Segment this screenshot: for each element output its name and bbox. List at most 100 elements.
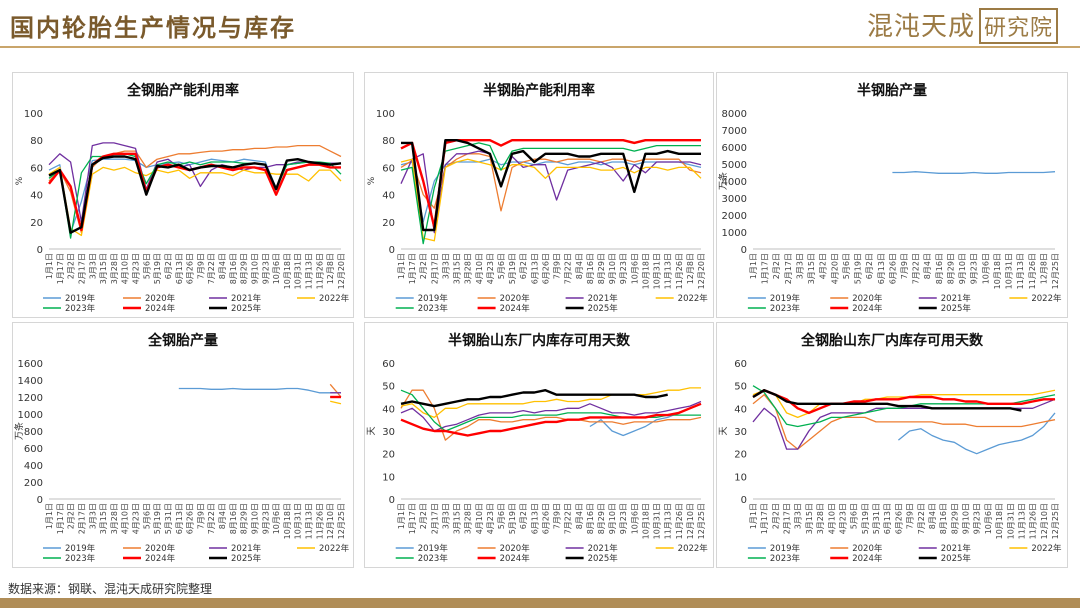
y-tick-label: 400 bbox=[24, 461, 43, 472]
legend-label: 2020年 bbox=[145, 543, 176, 554]
legend-label: 2019年 bbox=[418, 293, 449, 304]
x-tick-label: 6月26日 bbox=[541, 253, 550, 284]
y-tick-label: 2000 bbox=[722, 211, 747, 222]
x-tick-label: 3月15日 bbox=[453, 503, 462, 534]
x-tick-label: 3月15日 bbox=[453, 253, 462, 284]
x-tick-label: 10月18日 bbox=[641, 503, 650, 539]
x-tick-label: 10月6日 bbox=[981, 253, 990, 284]
x-tick-label: 3月28日 bbox=[110, 253, 119, 284]
x-tick-label: 5月6日 bbox=[497, 253, 506, 279]
x-tick-label: 12月25日 bbox=[697, 503, 706, 539]
x-tick-label: 3月3日 bbox=[88, 253, 97, 279]
x-tick-label: 5月19日 bbox=[854, 253, 863, 284]
series-line bbox=[178, 387, 341, 394]
chart-title: 全钢胎山东厂内库存可用天数 bbox=[800, 332, 984, 349]
y-tick-label: 0 bbox=[37, 495, 43, 506]
x-tick-label: 2月17日 bbox=[783, 503, 792, 534]
x-tick-label: 11月26日 bbox=[1029, 503, 1038, 539]
x-tick-label: 11月26日 bbox=[315, 253, 324, 289]
legend-label: 2019年 bbox=[65, 543, 96, 554]
x-tick-label: 1月17日 bbox=[408, 503, 417, 534]
x-tick-label: 8月29日 bbox=[597, 253, 606, 284]
series-line bbox=[897, 412, 1056, 455]
legend-label: 2025年 bbox=[231, 553, 262, 564]
x-tick-label: 5月6日 bbox=[142, 253, 151, 279]
legend-label: 2019年 bbox=[65, 293, 96, 304]
x-tick-label: 7月22日 bbox=[207, 503, 216, 534]
x-tick-label: 12月20日 bbox=[697, 253, 706, 289]
x-tick-label: 9月10日 bbox=[958, 253, 967, 284]
x-tick-label: 4月23日 bbox=[486, 503, 495, 534]
legend-label: 2024年 bbox=[852, 553, 883, 564]
x-tick-label: 5月31日 bbox=[164, 503, 173, 534]
x-tick-label: 8月29日 bbox=[597, 503, 606, 534]
x-tick-label: 8月4日 bbox=[575, 503, 584, 529]
legend-label: 2024年 bbox=[500, 303, 531, 314]
y-tick-label: 5000 bbox=[722, 160, 747, 171]
y-tick-label: 8000 bbox=[722, 109, 747, 120]
x-tick-label: 10月31日 bbox=[294, 253, 303, 289]
legend-label: 2021年 bbox=[588, 293, 619, 304]
chart-semisteel-inventory-days: 半钢胎山东厂内库存可用天数 0 10 20 30 40 50 60 天 1月1日 1月17日 2月2日… bbox=[367, 332, 709, 564]
chart-panel-5: 半钢胎山东厂内库存可用天数 0 10 20 30 40 50 60 天 1月1日 1月17日 2月2日… bbox=[364, 322, 714, 568]
y-tick-label: 40 bbox=[382, 404, 395, 415]
y-tick-label: 30 bbox=[382, 427, 395, 438]
x-tick-label: 8月4日 bbox=[923, 253, 932, 279]
legend-label: 2022年 bbox=[678, 543, 709, 554]
x-tick-label: 8月16日 bbox=[586, 503, 595, 534]
x-tick-label: 8月16日 bbox=[939, 503, 948, 534]
y-tick-label: 800 bbox=[24, 427, 43, 438]
x-tick-label: 7月22日 bbox=[564, 253, 573, 284]
x-tick-label: 6月13日 bbox=[877, 253, 886, 284]
series-line bbox=[400, 150, 702, 234]
x-tick-label: 10月18日 bbox=[995, 503, 1004, 539]
x-tick-label: 1月1日 bbox=[45, 253, 54, 279]
x-tick-label: 2月17日 bbox=[77, 503, 86, 534]
x-tick-label: 3月15日 bbox=[99, 503, 108, 534]
y-tick-label: 20 bbox=[382, 218, 395, 229]
x-tick-label: 1月1日 bbox=[749, 253, 758, 279]
y-tick-label: 20 bbox=[382, 450, 395, 461]
legend-label: 2025年 bbox=[941, 303, 972, 314]
x-tick-label: 8月29日 bbox=[950, 503, 959, 534]
x-tick-label: 9月23日 bbox=[261, 503, 270, 534]
x-tick-label: 4月23日 bbox=[132, 503, 141, 534]
chart-title: 半钢胎产量 bbox=[857, 82, 927, 99]
x-tick-label: 9月23日 bbox=[619, 253, 628, 284]
series-line bbox=[400, 158, 702, 242]
x-tick-label: 8月4日 bbox=[575, 253, 584, 279]
x-tick-label: 2月2日 bbox=[419, 503, 428, 529]
x-tick-label: 12月8日 bbox=[686, 253, 695, 284]
legend-label: 2021年 bbox=[231, 293, 262, 304]
y-tick-label: 20 bbox=[30, 218, 43, 229]
chart-semisteel-output: 半钢胎产量 0 1000 2000 3000 4000 5000 6000 7000 8000 万条… bbox=[717, 82, 1062, 314]
legend-label: 2021年 bbox=[231, 543, 262, 554]
x-tick-label: 4月20日 bbox=[830, 253, 839, 284]
x-tick-label: 1月17日 bbox=[56, 253, 65, 284]
x-tick-label: 10月18日 bbox=[283, 253, 292, 289]
x-tick-label: 10月6日 bbox=[630, 503, 639, 534]
x-tick-label: 11月26日 bbox=[1028, 253, 1037, 289]
y-tick-label: 80 bbox=[30, 136, 43, 147]
x-tick-label: 12月25日 bbox=[1051, 253, 1060, 289]
chart-allsteel-inventory-days: 全钢胎山东厂内库存可用天数 0 10 20 30 40 50 60 天 1月1日 1月17日 2月2日… bbox=[719, 332, 1062, 564]
x-tick-label: 2月2日 bbox=[772, 253, 781, 279]
x-tick-label: 12月10日 bbox=[686, 503, 695, 539]
x-tick-label: 4月23日 bbox=[838, 503, 847, 534]
x-tick-label: 5月19日 bbox=[153, 253, 162, 284]
series-line bbox=[329, 383, 342, 398]
x-tick-label: 9月10日 bbox=[608, 503, 617, 534]
legend-label: 2025年 bbox=[231, 303, 262, 314]
x-tick-label: 1月17日 bbox=[760, 503, 769, 534]
x-tick-label: 6月2日 bbox=[164, 253, 173, 279]
y-tick-label: 40 bbox=[734, 404, 747, 415]
legend-label: 2023年 bbox=[770, 303, 801, 314]
y-tick-label: 1000 bbox=[722, 228, 747, 239]
series-line bbox=[400, 402, 702, 437]
y-tick-label: 1200 bbox=[18, 393, 43, 404]
y-tick-label: 60 bbox=[382, 359, 395, 370]
y-tick-label: 10 bbox=[382, 472, 395, 483]
y-tick-label: 40 bbox=[382, 191, 395, 202]
chart-panel-2: 半钢胎产能利用率 0 20 40 60 80 100% 1月1日 1月17日 2月2日 2月17日 3… bbox=[364, 72, 714, 318]
series-line bbox=[48, 153, 342, 239]
